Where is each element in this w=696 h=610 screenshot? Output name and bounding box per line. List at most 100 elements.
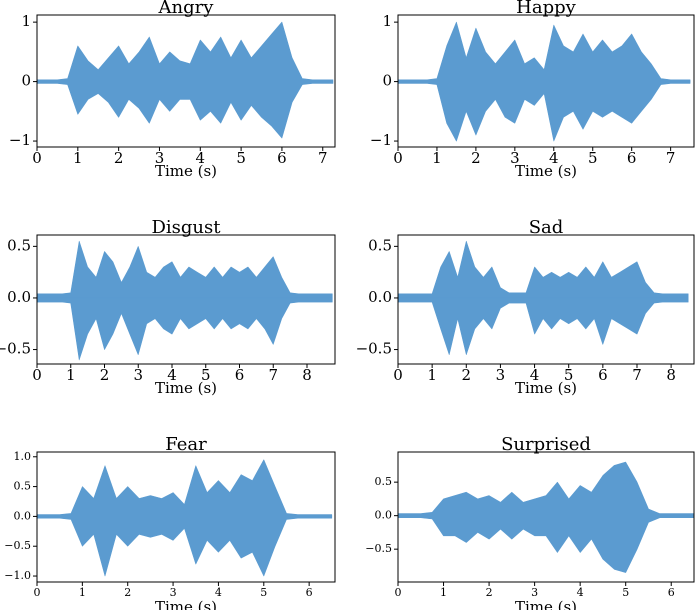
x-tick-label: 5 <box>622 586 629 599</box>
axes-frame <box>36 451 336 583</box>
chart-title: Surprised <box>501 434 591 455</box>
y-tick-label: 0.5 <box>368 236 392 254</box>
x-tick-label: 3 <box>170 586 177 599</box>
x-tick-label: 0 <box>32 149 42 167</box>
waveform-envelope <box>397 515 695 573</box>
waveform-envelope <box>397 21 691 82</box>
x-tick-label: 4 <box>549 149 559 167</box>
x-tick-label: 1 <box>432 149 442 167</box>
x-tick-label: 0 <box>393 366 403 384</box>
y-tick-label: 0.0 <box>368 288 392 306</box>
x-tick-label: 6 <box>598 366 608 384</box>
x-tick-label: 2 <box>471 149 481 167</box>
x-tick-label: 8 <box>302 366 312 384</box>
x-tick-label: 5 <box>588 149 598 167</box>
waveform-envelope <box>36 81 334 139</box>
waveform-envelope <box>36 516 333 577</box>
chart-title: Happy <box>516 0 576 18</box>
x-tick-label: 4 <box>577 586 584 599</box>
x-tick-label: 5 <box>201 366 211 384</box>
y-tick-label: 0.0 <box>7 288 31 306</box>
x-tick-label: 4 <box>530 366 540 384</box>
x-tick-label: 6 <box>668 586 675 599</box>
x-tick-label: 8 <box>666 366 676 384</box>
waveform-envelope <box>397 297 689 355</box>
x-tick-label: 5 <box>260 586 267 599</box>
waveform-envelope <box>397 461 695 516</box>
x-tick-label: 2 <box>462 366 472 384</box>
y-tick-label: −0.5 <box>365 542 392 555</box>
x-tick-label: 6 <box>627 149 637 167</box>
y-tick-label: 0.5 <box>7 236 31 254</box>
x-tick-label: 7 <box>666 149 676 167</box>
y-tick-label: 1 <box>382 12 392 30</box>
x-tick-label: 1 <box>440 586 447 599</box>
x-tick-label: 6 <box>277 149 287 167</box>
y-tick-label: −1.0 <box>4 569 31 582</box>
x-axis-label: Time (s) <box>515 598 577 610</box>
axes-frame <box>36 14 336 148</box>
chart-title: Disgust <box>151 217 221 238</box>
x-axis-label: Time (s) <box>515 379 577 397</box>
axes-frame <box>397 451 695 583</box>
x-tick-label: 0 <box>393 149 403 167</box>
x-tick-label: 3 <box>133 366 143 384</box>
x-tick-label: 3 <box>496 366 506 384</box>
x-tick-label: 2 <box>114 149 124 167</box>
y-tick-label: −0.5 <box>0 340 31 358</box>
x-tick-label: 6 <box>306 586 313 599</box>
y-tick-label: −1 <box>370 131 392 149</box>
y-tick-label: −0.5 <box>4 539 31 552</box>
chart-title: Sad <box>529 217 564 238</box>
y-tick-label: −1 <box>9 131 31 149</box>
x-tick-label: 7 <box>318 149 328 167</box>
x-tick-label: 7 <box>268 366 278 384</box>
waveform-envelope <box>36 21 334 82</box>
waveform-envelope <box>397 81 691 142</box>
y-tick-label: 0.0 <box>375 509 393 522</box>
x-tick-label: 1 <box>79 586 86 599</box>
y-tick-label: 0.5 <box>14 480 32 493</box>
x-tick-label: 1 <box>66 366 76 384</box>
y-tick-label: 1.0 <box>14 450 32 463</box>
x-tick-label: 1 <box>427 366 437 384</box>
waveform-envelope <box>36 297 333 361</box>
x-tick-label: 5 <box>236 149 246 167</box>
y-tick-label: 1 <box>21 12 31 30</box>
x-axis-label: Time (s) <box>155 162 217 180</box>
x-tick-label: 1 <box>73 149 83 167</box>
x-tick-label: 0 <box>395 586 402 599</box>
x-tick-label: 6 <box>235 366 245 384</box>
waveform-envelope <box>36 240 333 299</box>
x-tick-label: 2 <box>486 586 493 599</box>
x-tick-label: 0 <box>32 366 42 384</box>
x-tick-label: 7 <box>632 366 642 384</box>
y-tick-label: −0.5 <box>356 340 392 358</box>
x-tick-label: 3 <box>155 149 165 167</box>
x-tick-label: 4 <box>196 149 206 167</box>
x-tick-label: 2 <box>124 586 131 599</box>
x-tick-label: 3 <box>510 149 520 167</box>
chart-title: Angry <box>158 0 215 18</box>
x-tick-label: 2 <box>100 366 110 384</box>
x-axis-label: Time (s) <box>515 162 577 180</box>
x-tick-label: 4 <box>167 366 177 384</box>
waveform-envelope <box>397 240 689 299</box>
axes-frame <box>36 234 336 365</box>
axes-frame <box>397 234 695 365</box>
x-tick-label: 5 <box>564 366 574 384</box>
x-axis-label: Time (s) <box>155 598 217 610</box>
waveform-envelope <box>36 459 333 517</box>
x-tick-label: 4 <box>215 586 222 599</box>
y-tick-label: 0.5 <box>375 475 393 488</box>
x-tick-label: 0 <box>34 586 41 599</box>
y-tick-label: 0 <box>21 72 31 90</box>
y-tick-label: 0 <box>382 72 392 90</box>
x-tick-label: 3 <box>531 586 538 599</box>
y-tick-label: 0.0 <box>14 509 32 522</box>
chart-title: Fear <box>165 434 207 455</box>
axes-frame <box>397 14 695 148</box>
x-axis-label: Time (s) <box>155 379 217 397</box>
